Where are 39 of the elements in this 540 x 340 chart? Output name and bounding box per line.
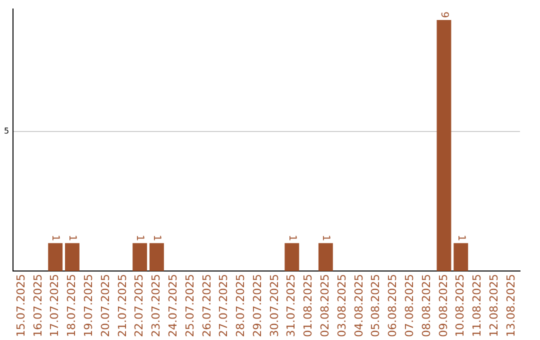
x-tick-label: 26.07.2025 xyxy=(200,274,214,338)
x-tick-label: 09.08.2025 xyxy=(436,274,450,338)
data-label: 1 xyxy=(151,234,162,242)
x-tick-label: 12.08.2025 xyxy=(488,274,501,338)
x-tick-label: 07.08.2025 xyxy=(403,274,416,338)
x-tick-label: 08.08.2025 xyxy=(420,274,433,338)
x-tick-label: 30.07.2025 xyxy=(268,274,281,338)
x-tick-label: 19.07.2025 xyxy=(82,274,95,338)
data-label: 1 xyxy=(320,234,332,242)
x-tick-label: 15.07.2025 xyxy=(14,274,28,338)
x-tick-label: 13.08.2025 xyxy=(504,274,518,338)
x-tick-label: 05.08.2025 xyxy=(369,274,382,338)
data-label: 1 xyxy=(50,234,61,242)
x-tick-label: 25.07.2025 xyxy=(183,274,196,338)
x-tick-label: 31.07.2025 xyxy=(284,274,298,338)
x-tick-label: 28.07.2025 xyxy=(234,274,248,338)
x-tick-label: 06.08.2025 xyxy=(386,274,400,338)
x-tick-label: 04.08.2025 xyxy=(352,274,366,338)
x-tick-label: 24.07.2025 xyxy=(166,274,180,338)
x-tick-label: 16.07.2025 xyxy=(31,274,44,338)
x-tick-label: 17.07.2025 xyxy=(48,274,62,338)
x-tick-label: 23.07.2025 xyxy=(150,274,163,338)
x-tick-label: 02.08.2025 xyxy=(318,274,332,338)
data-label: 9 xyxy=(438,12,450,18)
x-tick-label: 29.07.2025 xyxy=(250,274,264,338)
data-label: 1 xyxy=(286,234,298,242)
x-tick-label: 22.07.2025 xyxy=(132,274,146,338)
data-label: 1 xyxy=(455,234,466,242)
data-label: 1 xyxy=(134,234,146,242)
x-tick-label: 20.07.2025 xyxy=(98,274,112,338)
x-tick-label: 21.07.2025 xyxy=(116,274,129,338)
x-tick-label: 10.08.2025 xyxy=(454,274,467,338)
y-tick-label: 5 xyxy=(4,126,10,136)
x-tick-label: 03.08.2025 xyxy=(335,274,348,338)
x-tick-label: 11.08.2025 xyxy=(470,274,484,338)
data-label: 1 xyxy=(66,234,78,242)
x-tick-label: 01.08.2025 xyxy=(302,274,315,338)
x-tick-label: 27.07.2025 xyxy=(217,274,230,338)
x-tick-label: 18.07.2025 xyxy=(65,274,78,338)
